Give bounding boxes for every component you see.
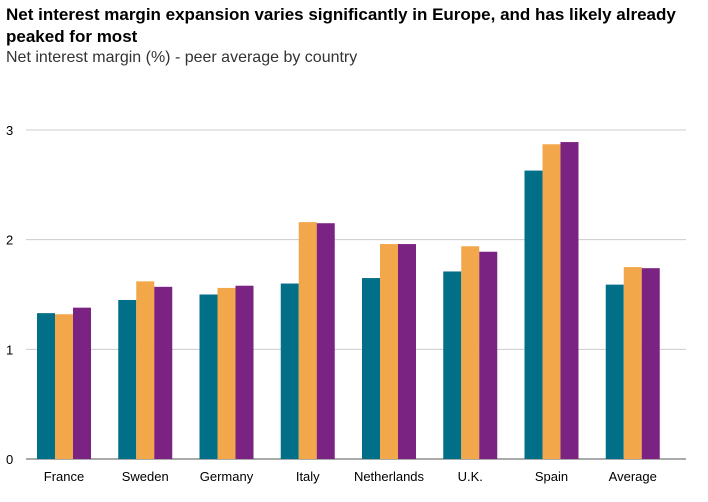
- bar: [623, 267, 642, 459]
- y-tick-label: 1: [6, 342, 13, 357]
- bar: [443, 271, 462, 459]
- chart-subtitle: Net interest margin (%) - peer average b…: [6, 49, 358, 66]
- x-tick-label: U.K.: [458, 469, 483, 484]
- x-tick-label: Germany: [200, 469, 254, 484]
- bar: [217, 287, 236, 459]
- x-tick-label: Spain: [535, 469, 568, 484]
- bar: [316, 223, 335, 459]
- bar: [398, 244, 416, 459]
- y-tick-label: 0: [6, 452, 13, 467]
- x-tick-label: Netherlands: [354, 469, 425, 484]
- y-tick-label: 2: [6, 233, 13, 248]
- bar: [199, 294, 218, 459]
- bar: [235, 285, 254, 459]
- bar: [55, 314, 73, 459]
- bar: [605, 284, 624, 459]
- x-tick-label: Italy: [296, 469, 320, 484]
- bar: [380, 244, 398, 459]
- bar: [298, 222, 317, 459]
- chart-title: Net interest margin expansion varies sig…: [6, 5, 676, 46]
- bar: [73, 307, 91, 459]
- y-tick-label: 3: [6, 123, 13, 138]
- bar: [641, 268, 660, 459]
- bar: [136, 281, 155, 459]
- x-tick-label: France: [44, 469, 84, 484]
- bar: [461, 246, 480, 459]
- bar: [118, 299, 137, 459]
- bar: [37, 313, 55, 459]
- bar: [154, 286, 173, 459]
- bar: [524, 170, 543, 459]
- bar: [479, 251, 498, 459]
- bar: [560, 142, 579, 459]
- bar: [280, 283, 299, 459]
- x-tick-label: Average: [609, 469, 657, 484]
- bar: [362, 278, 380, 459]
- x-tick-label: Sweden: [122, 469, 169, 484]
- bar: [542, 144, 561, 460]
